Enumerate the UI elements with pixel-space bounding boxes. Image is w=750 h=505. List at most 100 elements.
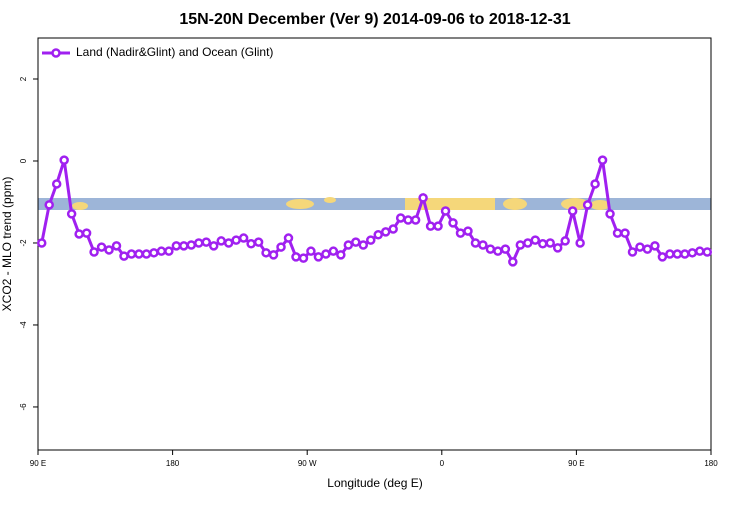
point <box>231 235 241 245</box>
point <box>171 241 182 251</box>
point <box>695 246 705 256</box>
point <box>313 252 324 262</box>
point <box>373 230 383 240</box>
point <box>545 238 555 248</box>
point <box>470 238 481 248</box>
point <box>238 233 249 243</box>
point <box>74 229 84 239</box>
point <box>620 228 630 238</box>
point <box>582 200 593 210</box>
point <box>59 155 69 165</box>
point <box>627 247 638 257</box>
point <box>81 228 92 238</box>
point <box>44 200 54 210</box>
point <box>111 241 122 251</box>
point <box>388 224 398 234</box>
point <box>665 249 675 259</box>
point <box>433 221 443 231</box>
point <box>597 155 608 165</box>
y-tick-label: -4 <box>19 321 28 329</box>
x-tick-label: 180 <box>704 459 718 468</box>
point <box>186 240 197 250</box>
point <box>358 240 369 250</box>
point <box>268 250 279 260</box>
point <box>672 249 683 259</box>
point <box>560 236 570 246</box>
point <box>208 241 219 251</box>
point <box>680 249 690 259</box>
point <box>590 179 600 189</box>
point <box>298 253 309 263</box>
x-tick-label: 90 W <box>298 459 317 468</box>
point <box>515 240 526 250</box>
point <box>410 215 421 225</box>
point <box>478 240 488 250</box>
point <box>440 206 451 216</box>
point <box>253 237 264 247</box>
x-tick-label: 90 E <box>30 459 46 468</box>
point <box>455 228 466 238</box>
point <box>119 251 129 261</box>
point <box>134 249 144 259</box>
point <box>36 238 47 248</box>
point <box>650 241 660 251</box>
legend-label: Land (Nadir&Glint) and Ocean (Glint) <box>76 45 273 59</box>
point <box>51 179 62 189</box>
point <box>351 237 361 247</box>
point <box>156 246 167 256</box>
point <box>89 247 99 257</box>
point <box>194 238 204 248</box>
point <box>575 238 585 248</box>
x-axis-label: Longitude (deg E) <box>327 476 422 490</box>
y-tick-label: -6 <box>19 403 28 411</box>
point <box>463 226 473 236</box>
point <box>657 252 668 262</box>
point <box>306 246 316 256</box>
point <box>179 241 189 251</box>
point <box>283 233 294 243</box>
point <box>605 209 615 219</box>
point <box>66 209 77 219</box>
point <box>141 249 152 259</box>
point <box>493 246 503 256</box>
point <box>380 227 391 237</box>
point <box>328 246 339 256</box>
x-tick-label: 90 E <box>568 459 584 468</box>
point <box>552 243 563 253</box>
point <box>321 249 331 259</box>
point <box>246 239 256 249</box>
point <box>612 228 623 238</box>
point <box>642 244 653 254</box>
point <box>448 218 458 228</box>
point <box>366 235 376 245</box>
point <box>418 193 428 203</box>
y-axis-label: XCO2 - MLO trend (ppm) <box>0 177 14 312</box>
point <box>96 242 107 252</box>
x-tick-label: 0 <box>440 459 445 468</box>
plot-frame <box>37 37 712 451</box>
point <box>523 238 533 248</box>
point <box>538 239 548 249</box>
point <box>702 247 713 257</box>
point <box>336 250 346 260</box>
point <box>530 235 541 245</box>
point <box>216 236 226 246</box>
point <box>403 215 413 225</box>
point <box>343 240 354 250</box>
point <box>485 244 496 254</box>
chart-title: 15N-20N December (Ver 9) 2014-09-06 to 2… <box>179 11 570 28</box>
point <box>508 257 518 267</box>
y-tick-label: -2 <box>19 239 28 247</box>
y-tick-label: 2 <box>19 76 28 81</box>
point <box>223 238 234 248</box>
point <box>395 213 406 223</box>
point <box>126 249 137 259</box>
y-tick-label: 0 <box>19 158 28 163</box>
point <box>291 252 301 262</box>
point <box>104 245 114 255</box>
point <box>687 248 698 258</box>
point <box>261 248 271 258</box>
point <box>425 221 436 231</box>
point <box>276 242 286 252</box>
